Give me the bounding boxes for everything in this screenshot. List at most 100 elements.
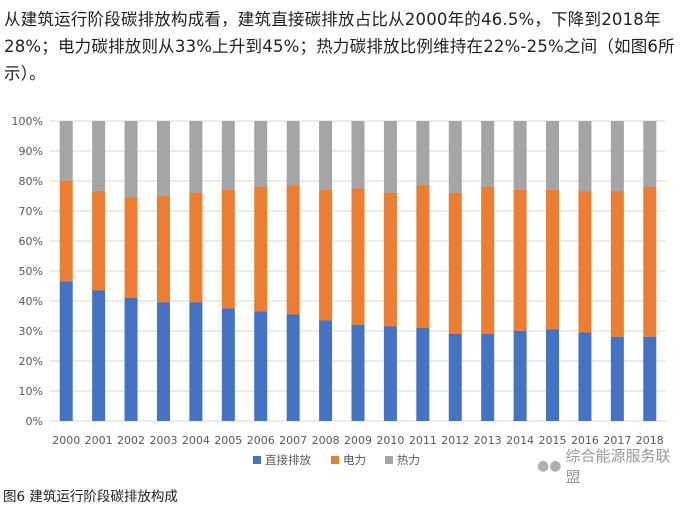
bar-segment-electricity [254,187,268,312]
bar-segment-electricity [578,191,592,333]
y-tick-label: 0% [26,415,43,428]
bar-segment-electricity [92,191,106,291]
bar-segment-direct [481,334,495,421]
bar-segment-direct [578,332,592,421]
bar-segment-direct [448,334,462,421]
bar-segment-heat [546,121,560,190]
x-tick-label: 2009 [344,434,372,447]
x-tick-label: 2016 [571,434,599,447]
bar-segment-heat [59,121,73,181]
x-tick-label: 2006 [247,434,275,447]
bar-segment-direct [189,302,203,421]
bar-segment-electricity [59,181,73,282]
bar-segment-electricity [481,187,495,334]
y-tick-label: 70% [19,205,43,218]
bar-segment-electricity [189,193,203,303]
chart-svg: 0% 10% 20% 30% 40% 50% 60% 70% 80% 90% 100% 2000 200… [12,115,666,467]
x-tick-label: 2005 [214,434,242,447]
bar-segment-heat [383,121,397,193]
x-tick-label: 2018 [636,434,664,447]
legend-swatch [253,456,261,464]
bar-segment-electricity [546,190,560,330]
watermark: ●● 综合能源服务联盟 [537,445,683,487]
figure-caption: 图6 建筑运行阶段碳排放构成 [3,489,178,505]
bar-segment-heat [578,121,592,192]
x-tick-label: 2017 [603,434,631,447]
x-tick-label: 2001 [85,434,113,447]
bar-segment-heat [610,121,624,192]
bar-segment-electricity [448,193,462,334]
y-tick-label: 60% [19,235,43,248]
bar-segment-heat [448,121,462,193]
bar-segment-heat [92,121,106,192]
x-tick-label: 2004 [182,434,210,447]
bar-segment-heat [189,121,203,193]
x-tick-label: 2000 [52,434,80,447]
bar-segment-heat [351,121,365,189]
bar-segment-direct [351,325,365,421]
stacked-bar-chart: 0% 10% 20% 30% 40% 50% 60% 70% 80% 90% 100% 2000 200… [0,108,683,480]
bar-segment-electricity [221,190,235,309]
bar-segment-electricity [610,191,624,337]
bar-segment-electricity [513,190,527,331]
bar-segment-heat [221,121,235,190]
bar-segment-electricity [383,193,397,327]
bar-segment-heat [481,121,495,187]
bar-segment-direct [416,328,430,421]
x-tick-label: 2014 [506,434,534,447]
legend-label: 直接排放 [265,453,311,467]
bar-segment-heat [513,121,527,190]
bar-segment-heat [319,121,333,190]
bar-segment-direct [513,331,527,421]
bar-segment-heat [156,121,170,196]
bar-segment-heat [286,121,300,186]
bar-segment-electricity [286,185,300,315]
x-tick-label: 2012 [441,434,469,447]
bar-segment-direct [643,337,657,421]
y-tick-label: 90% [19,145,43,158]
intro-paragraph: 从建筑运行阶段碳排放构成看，建筑直接碳排放占比从2000年的46.5%，下降到2… [4,10,675,83]
bar-segment-electricity [416,185,430,328]
x-tick-label: 2015 [539,434,567,447]
legend-label: 电力 [343,453,366,467]
bar-segment-heat [124,121,138,198]
bar-segment-direct [610,337,624,421]
legend-swatch [385,456,393,464]
bar-segment-direct [383,326,397,421]
bar-segment-heat [643,121,657,187]
bar-segment-heat [254,121,268,187]
y-tick-label: 40% [19,295,43,308]
bar-segment-electricity [319,190,333,321]
wechat-icon: ●● [537,458,562,474]
legend-swatch [331,456,339,464]
bar-segment-direct [286,314,300,421]
y-tick-label: 100% [12,115,43,128]
bar-segment-direct [319,320,333,421]
bar-segment-direct [546,329,560,421]
x-tick-label: 2003 [149,434,177,447]
x-tick-label: 2007 [279,434,307,447]
x-tick-label: 2011 [409,434,437,447]
bar-segment-direct [156,302,170,421]
bar-segment-direct [59,281,73,421]
y-tick-label: 20% [19,355,43,368]
bar-segment-electricity [351,188,365,325]
bar-segment-direct [254,311,268,421]
bar-segment-electricity [643,187,657,337]
bar-segment-direct [124,298,138,421]
x-tick-label: 2010 [376,434,404,447]
x-tick-label: 2008 [312,434,340,447]
bar-segment-direct [221,308,235,421]
bar-segment-electricity [124,197,138,298]
bar-segment-heat [416,121,430,186]
x-tick-label: 2013 [474,434,502,447]
y-tick-label: 50% [19,265,43,278]
watermark-text: 综合能源服务联盟 [565,447,671,486]
y-tick-label: 80% [19,175,43,188]
y-tick-label: 30% [19,325,43,338]
y-tick-label: 10% [19,385,43,398]
x-tick-label: 2002 [117,434,145,447]
bar-segment-electricity [156,196,170,303]
legend-label: 热力 [397,453,420,467]
bar-segment-direct [92,290,106,421]
